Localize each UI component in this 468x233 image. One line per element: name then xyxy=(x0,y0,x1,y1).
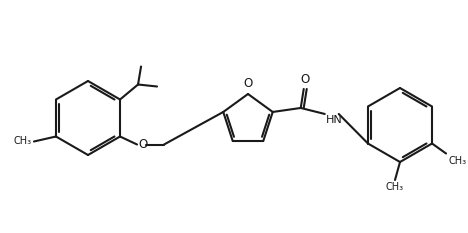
Text: O: O xyxy=(138,138,147,151)
Text: O: O xyxy=(300,73,310,86)
Text: CH₃: CH₃ xyxy=(386,182,404,192)
Text: CH₃: CH₃ xyxy=(14,137,32,147)
Text: O: O xyxy=(243,77,253,90)
Text: HN: HN xyxy=(326,115,343,125)
Text: CH₃: CH₃ xyxy=(448,155,466,165)
